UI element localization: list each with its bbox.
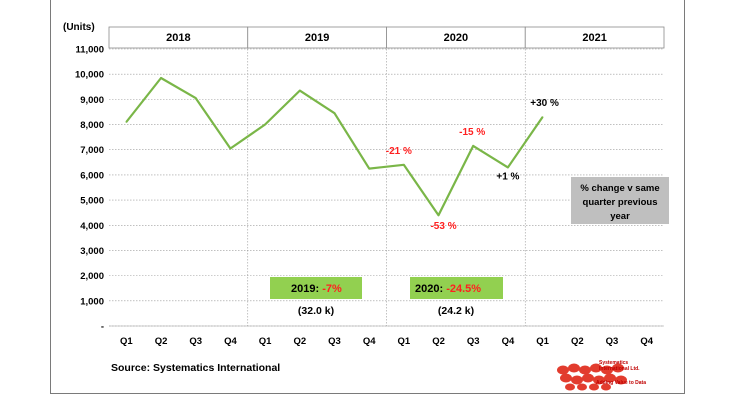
note-line-1: % change v same [580, 183, 659, 194]
y-tick-label: 7,000 [80, 145, 104, 156]
x-tick-label: Q2 [432, 336, 445, 347]
data-point [264, 123, 266, 126]
summary-2019: 2019: -7% (32.0 k) [270, 277, 362, 317]
data-point [333, 112, 336, 115]
x-tick-label: Q4 [502, 336, 515, 347]
year-header: 2018 2019 2020 2021 [108, 26, 665, 49]
data-point [125, 121, 128, 123]
source-note: Source: Systematics International [111, 362, 280, 374]
y-tick-label: 3,000 [80, 246, 104, 257]
year-label: 2019 [305, 32, 329, 44]
data-point [160, 77, 162, 79]
logo-line-3: Adding Value to Data [596, 380, 646, 386]
change-annotation: -21 % [386, 146, 412, 157]
y-tick-label: 11,000 [75, 45, 104, 56]
svg-text:2019: -7%: 2019: -7% [291, 283, 342, 295]
year-header-cell [524, 26, 665, 49]
gridlines [109, 48, 664, 327]
y-tick-label: 4,000 [80, 221, 104, 232]
data-point [541, 116, 544, 118]
x-tick-label: Q2 [155, 336, 168, 347]
x-tick-label: Q3 [606, 336, 619, 347]
summary-2019-value: -7% [322, 283, 342, 295]
change-note-box [571, 177, 669, 224]
x-tick-label: Q2 [571, 336, 584, 347]
summary-2019-total: (32.0 k) [298, 305, 334, 317]
note-line-2: quarter previous [583, 197, 658, 208]
x-tick-label: Q1 [259, 336, 272, 347]
data-point [368, 167, 370, 170]
x-tick-label: Q2 [293, 336, 306, 347]
change-note: % change v same quarter previous year [571, 177, 669, 224]
y-axis-ticks: - 1,000 2,000 3,000 4,000 5,000 6,000 7,000 8,00… [75, 45, 104, 333]
summary-2020-total: (24.2 k) [438, 305, 474, 317]
y-tick-label: 10,000 [75, 70, 104, 81]
y-tick-label: 9,000 [80, 95, 104, 106]
summary-2019-label: 2019: [291, 283, 319, 295]
year-label: 2021 [582, 32, 606, 44]
x-tick-label: Q3 [328, 336, 341, 347]
data-point [507, 166, 509, 169]
data-point [403, 164, 405, 166]
change-annotation: +1 % [496, 171, 519, 182]
x-tick-label: Q4 [363, 336, 376, 347]
logo-line-1: Systematics [599, 360, 628, 366]
x-tick-label: Q4 [224, 336, 237, 347]
summary-2020-value: -24.5% [446, 283, 481, 295]
y-axis-unit: (Units) [63, 22, 95, 33]
y-tick-label: 2,000 [80, 271, 104, 282]
svg-text:2020: -24.5%: 2020: -24.5% [415, 283, 481, 295]
note-line-3: year [610, 211, 630, 222]
series-points [125, 77, 544, 216]
series-line [125, 76, 544, 217]
systematics-logo: Systematics International Ltd. Adding Va… [557, 360, 646, 391]
x-tick-label: Q1 [536, 336, 549, 347]
year-label: 2020 [444, 32, 468, 44]
x-tick-label: Q3 [467, 336, 480, 347]
change-annotation: +30 % [530, 98, 559, 109]
x-tick-label: Q1 [398, 336, 411, 347]
data-point [472, 145, 475, 147]
chart-frame: - 1,000 2,000 3,000 4,000 5,000 6,000 7,000 8,00… [50, 0, 685, 394]
summary-2019-box [270, 277, 362, 299]
year-label: 2018 [166, 32, 190, 44]
summary-2020-box [410, 277, 503, 299]
y-tick-label: - [101, 322, 104, 333]
line-chart: - 1,000 2,000 3,000 4,000 5,000 6,000 7,000 8,00… [63, 22, 669, 391]
data-point [194, 97, 197, 99]
y-tick-label: 1,000 [80, 296, 104, 307]
x-tick-label: Q1 [120, 336, 133, 347]
x-tick-label: Q3 [189, 336, 202, 347]
data-point [229, 147, 232, 150]
summary-2020: 2020: -24.5% (24.2 k) [410, 277, 503, 317]
data-point [437, 214, 440, 216]
summary-2020-label: 2020: [415, 283, 443, 295]
change-annotations: -21 % -53 % -15 % +1 % +30 % [386, 98, 559, 232]
y-tick-label: 8,000 [80, 120, 104, 131]
y-tick-label: 5,000 [80, 196, 104, 207]
x-tick-label: Q4 [640, 336, 653, 347]
x-axis-ticks: Q1 Q2 Q3 Q4 Q1 Q2 Q3 Q4 Q1 Q2 Q3 Q4 Q1 Q2 Q3 Q4 [120, 336, 654, 347]
logo-line-2: International Ltd. [599, 366, 640, 372]
change-annotation: -53 % [430, 221, 456, 232]
y-tick-label: 6,000 [80, 170, 104, 181]
data-point [298, 89, 301, 92]
change-annotation: -15 % [459, 127, 485, 138]
